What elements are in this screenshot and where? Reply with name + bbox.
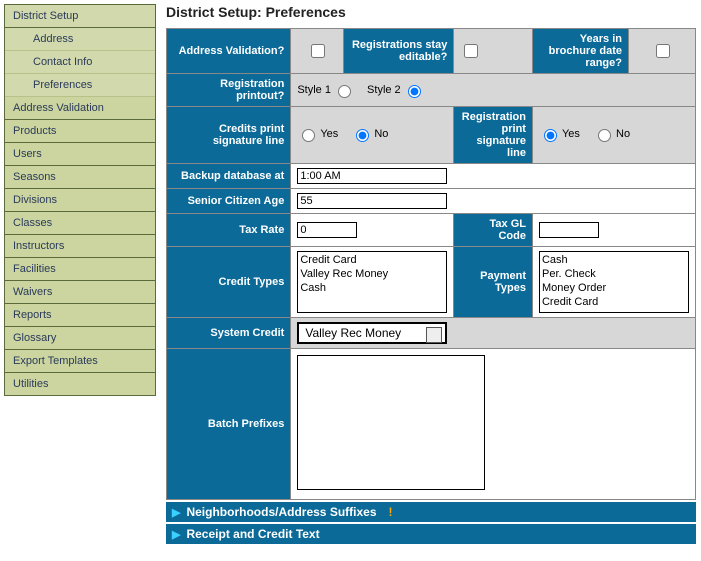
sidebar-item-reports[interactable]: Reports bbox=[5, 304, 155, 327]
section-bar-neighborhoods[interactable]: ▶ Neighborhoods/Address Suffixes ! bbox=[166, 502, 696, 522]
radio-reg-sig-yes[interactable] bbox=[544, 129, 557, 142]
label-years-brochure: Years in brochure date range? bbox=[533, 29, 628, 73]
label-registration-printout: Registration printout? bbox=[167, 74, 290, 106]
triangle-right-icon: ▶ bbox=[172, 528, 180, 541]
preferences-form: Address Validation? Registrations stay e… bbox=[166, 28, 696, 500]
section-bar-receipt[interactable]: ▶ Receipt and Credit Text bbox=[166, 524, 696, 544]
section-bar-label: Neighborhoods/Address Suffixes bbox=[186, 505, 376, 519]
label-tax-rate: Tax Rate bbox=[167, 214, 290, 246]
radio-printout-style2[interactable] bbox=[408, 85, 421, 98]
label-no-2: No bbox=[616, 128, 630, 140]
input-tax-gl[interactable] bbox=[539, 222, 599, 238]
list-item[interactable]: Cash bbox=[542, 253, 686, 267]
select-system-credit[interactable]: Valley Rec Money ▴▾ bbox=[297, 322, 447, 344]
label-style1: Style 1 bbox=[297, 84, 331, 96]
sidebar-item-utilities[interactable]: Utilities bbox=[5, 373, 155, 395]
list-item[interactable]: Per. Check bbox=[542, 267, 686, 281]
listbox-batch-prefixes[interactable] bbox=[297, 355, 485, 490]
sidebar-sub-preferences[interactable]: Preferences bbox=[5, 74, 155, 97]
radio-credits-sig-no[interactable] bbox=[356, 129, 369, 142]
list-item[interactable]: Cash bbox=[300, 281, 444, 295]
sidebar-item-instructors[interactable]: Instructors bbox=[5, 235, 155, 258]
label-registrations-editable: Registrations stay editable? bbox=[344, 29, 453, 73]
sidebar-item-seasons[interactable]: Seasons bbox=[5, 166, 155, 189]
input-backup-db[interactable] bbox=[297, 168, 447, 184]
label-batch-prefixes: Batch Prefixes bbox=[167, 349, 290, 499]
triangle-right-icon: ▶ bbox=[172, 506, 180, 519]
sidebar-item-glossary[interactable]: Glossary bbox=[5, 327, 155, 350]
sidebar-item-waivers[interactable]: Waivers bbox=[5, 281, 155, 304]
label-credit-types: Credit Types bbox=[167, 247, 290, 317]
label-address-validation: Address Validation? bbox=[167, 29, 290, 73]
sidebar-nav: District Setup Address Contact Info Pref… bbox=[4, 4, 156, 396]
sidebar-sub-contact-info[interactable]: Contact Info bbox=[5, 51, 155, 74]
checkbox-address-validation[interactable] bbox=[311, 44, 325, 58]
radio-reg-sig-no[interactable] bbox=[598, 129, 611, 142]
sidebar-item-classes[interactable]: Classes bbox=[5, 212, 155, 235]
sidebar-sub-address[interactable]: Address bbox=[5, 28, 155, 51]
input-senior-age[interactable] bbox=[297, 193, 447, 209]
list-item[interactable]: Credit Card bbox=[300, 253, 444, 267]
label-style2: Style 2 bbox=[367, 84, 401, 96]
listbox-credit-types[interactable]: Credit Card Valley Rec Money Cash bbox=[297, 251, 447, 313]
label-payment-types: Payment Types bbox=[454, 247, 532, 317]
sidebar-item-address-validation[interactable]: Address Validation bbox=[5, 97, 155, 120]
radio-credits-sig-yes[interactable] bbox=[302, 129, 315, 142]
label-system-credit: System Credit bbox=[167, 318, 290, 348]
warning-icon: ! bbox=[389, 505, 393, 519]
radio-printout-style1[interactable] bbox=[338, 85, 351, 98]
sidebar-item-divisions[interactable]: Divisions bbox=[5, 189, 155, 212]
checkbox-registrations-editable[interactable] bbox=[464, 44, 478, 58]
select-system-credit-value: Valley Rec Money bbox=[305, 326, 401, 340]
page-title: District Setup: Preferences bbox=[166, 4, 697, 20]
list-item[interactable]: Money Order bbox=[542, 281, 686, 295]
checkbox-years-brochure[interactable] bbox=[656, 44, 670, 58]
listbox-payment-types[interactable]: Cash Per. Check Money Order Credit Card bbox=[539, 251, 689, 313]
sidebar-item-export-templates[interactable]: Export Templates bbox=[5, 350, 155, 373]
label-credits-sig: Credits print signature line bbox=[167, 107, 290, 163]
label-reg-sig: Registration print signature line bbox=[454, 107, 532, 163]
sidebar-item-facilities[interactable]: Facilities bbox=[5, 258, 155, 281]
input-tax-rate[interactable] bbox=[297, 222, 357, 238]
label-yes: Yes bbox=[320, 128, 338, 140]
label-senior-age: Senior Citizen Age bbox=[167, 189, 290, 213]
section-bar-label: Receipt and Credit Text bbox=[186, 527, 319, 541]
label-yes-2: Yes bbox=[562, 128, 580, 140]
label-tax-gl: Tax GL Code bbox=[454, 214, 532, 246]
list-item[interactable]: Valley Rec Money bbox=[300, 267, 444, 281]
sidebar-item-users[interactable]: Users bbox=[5, 143, 155, 166]
sidebar-header-district-setup[interactable]: District Setup bbox=[5, 5, 155, 28]
chevron-updown-icon: ▴▾ bbox=[435, 329, 440, 341]
list-item[interactable]: Credit Card bbox=[542, 295, 686, 309]
sidebar-item-products[interactable]: Products bbox=[5, 120, 155, 143]
label-backup-db: Backup database at bbox=[167, 164, 290, 188]
label-no: No bbox=[374, 128, 388, 140]
